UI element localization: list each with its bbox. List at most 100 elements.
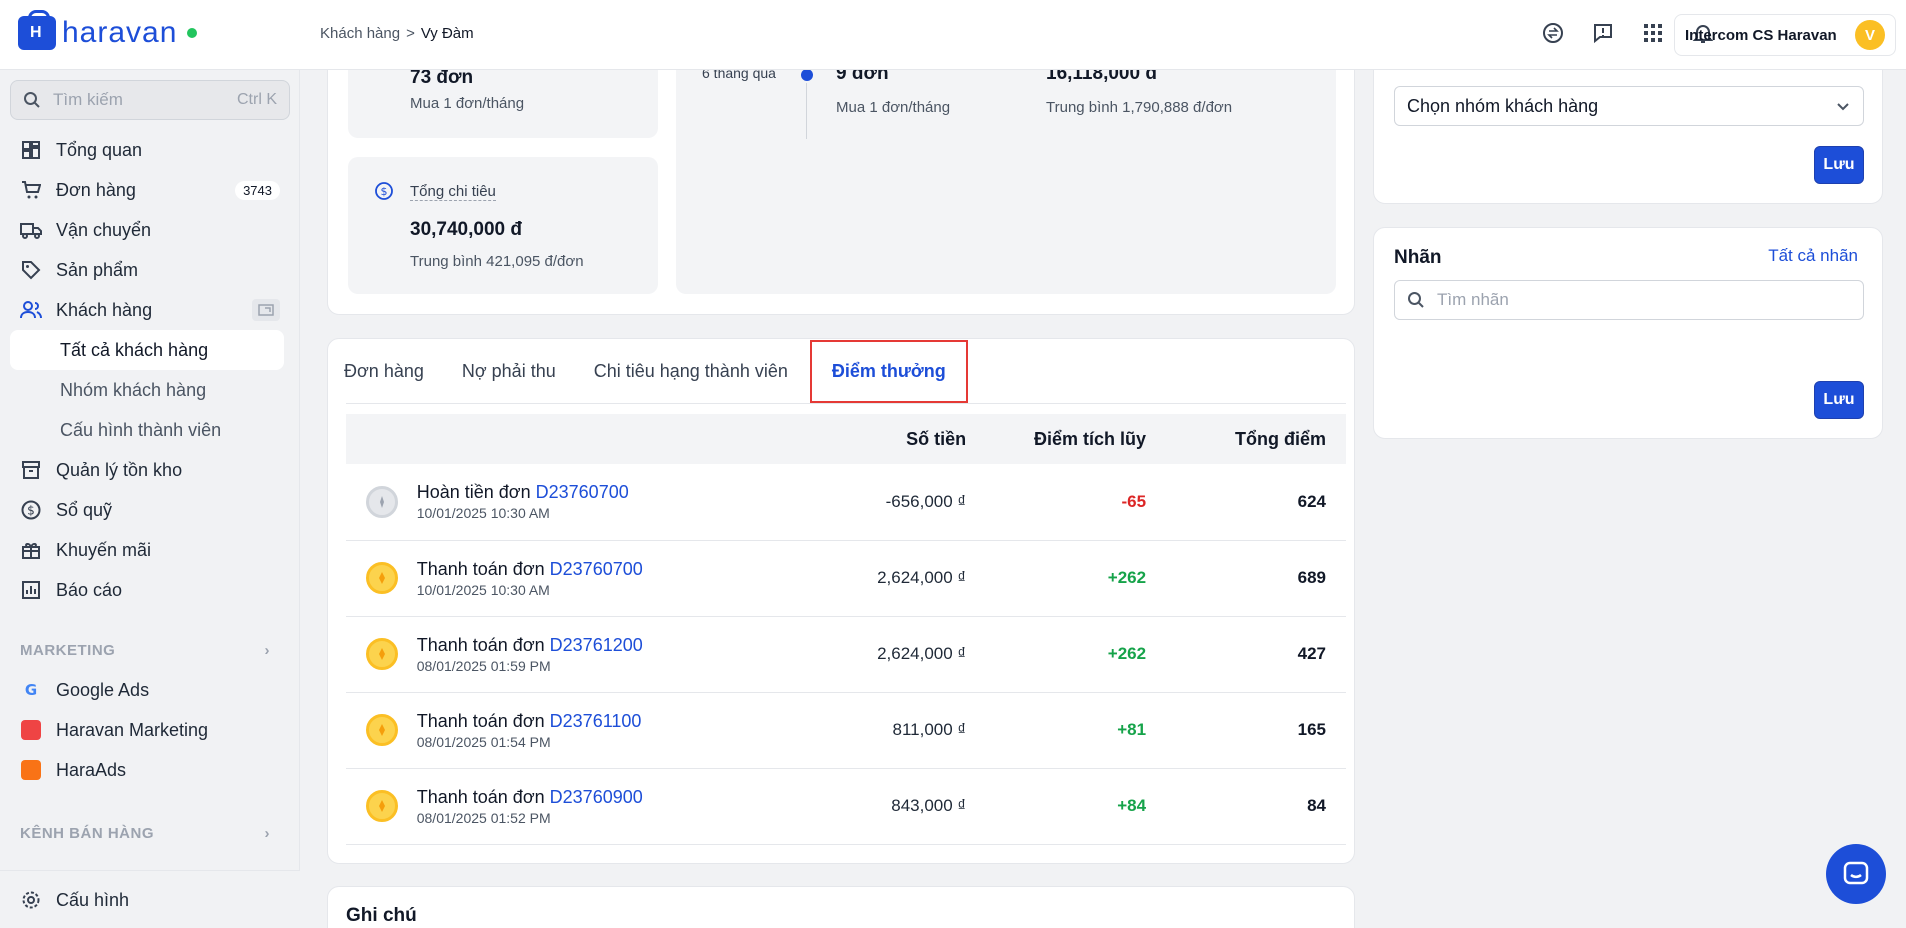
- row-amount: 843,000 ₫: [877, 768, 987, 845]
- period-stat-box: 6 tháng qua 9 đơn Mua 1 đơn/tháng 16,118…: [676, 41, 1336, 294]
- sidebar-item-settings[interactable]: Cấu hình: [20, 885, 280, 915]
- orders-total: 73 đơn: [410, 67, 474, 88]
- order-link[interactable]: D23760700: [535, 482, 629, 503]
- row-action: Thanh toán đơn: [416, 786, 545, 807]
- tab-membership-spend[interactable]: Chi tiêu hạng thành viên: [593, 360, 788, 381]
- sidebar-subitem-all-customers[interactable]: Tất cả khách hàng: [10, 330, 284, 370]
- users-icon: [20, 299, 42, 321]
- timeline-line: [806, 83, 807, 139]
- sales-channel-section-title[interactable]: KÊNH BÁN HÀNG ›: [20, 825, 270, 842]
- sidebar-item-promotions[interactable]: Khuyến mãi: [20, 535, 280, 565]
- sidebar-item-reports[interactable]: Báo cáo: [20, 575, 280, 605]
- sidebar-search[interactable]: Tìm kiếm Ctrl K: [10, 80, 290, 120]
- feedback-icon[interactable]: [1590, 20, 1616, 46]
- row-date: 10/01/2025 10:30 AM: [416, 505, 550, 522]
- sidebar-item-cashbook[interactable]: $ Sổ quỹ: [20, 495, 280, 525]
- customer-group-select-value: Chọn nhóm khách hàng: [1407, 95, 1599, 116]
- row-date: 10/01/2025 10:30 AM: [416, 581, 550, 598]
- order-link[interactable]: D23761100: [549, 710, 642, 731]
- tab-receivables[interactable]: Nợ phải thu: [461, 360, 556, 381]
- row-action: Thanh toán đơn: [416, 558, 545, 579]
- row-points: +84: [986, 768, 1167, 845]
- haravan-marketing-icon: [20, 719, 42, 741]
- save-group-button[interactable]: Lưu: [1814, 146, 1864, 184]
- apps-grid-icon[interactable]: [1640, 20, 1666, 46]
- notes-title: Ghi chú: [346, 905, 417, 926]
- sidebar-item-label: Khuyến mãi: [56, 539, 152, 560]
- bell-icon[interactable]: [1690, 20, 1716, 46]
- search-shortcut: Ctrl K: [237, 91, 277, 108]
- gold-coin-icon: [366, 790, 398, 822]
- sidebar-item-google-ads[interactable]: G Google Ads: [20, 675, 280, 705]
- table-row: Hoàn tiền đơn D23760700 10/01/2025 10:30 …: [346, 464, 1346, 541]
- top-bar: haravan Khách hàng > Vy Đàm Intercom CS …: [0, 0, 1906, 70]
- account-menu[interactable]: Intercom CS Haravan V: [1674, 14, 1896, 56]
- tag-icon: [20, 259, 42, 281]
- google-icon: G: [20, 679, 42, 701]
- spend-stat-box: $ Tổng chi tiêu 30,740,000 đ Trung bình …: [348, 157, 658, 294]
- sidebar-subitem-membership-config[interactable]: Cấu hình thành viên: [60, 420, 222, 440]
- gold-coin-icon: [366, 562, 398, 594]
- marketing-title-text: MARKETING: [20, 642, 116, 659]
- row-date: 08/01/2025 01:59 PM: [416, 657, 551, 674]
- table-row: Thanh toán đơn D23761200 08/01/2025 01:59…: [346, 616, 1346, 693]
- header-points: Điểm tích lũy: [986, 414, 1167, 464]
- sidebar-item-overview[interactable]: Tổng quan: [20, 135, 280, 165]
- svg-text:$: $: [27, 504, 35, 518]
- row-action: Thanh toán đơn: [416, 710, 545, 731]
- exchange-icon[interactable]: [1540, 20, 1566, 46]
- sidebar-item-products[interactable]: Sản phẩm: [20, 255, 280, 285]
- sidebar-item-label: HaraAds: [56, 759, 127, 780]
- row-points: +262: [986, 540, 1167, 617]
- gift-icon: [20, 539, 42, 561]
- truck-icon: [20, 219, 42, 241]
- order-link[interactable]: D23761200: [549, 634, 643, 655]
- sidebar-item-orders[interactable]: Đơn hàng 3743: [20, 175, 280, 205]
- all-tags-link[interactable]: Tất cả nhãn: [1768, 246, 1858, 265]
- save-tags-button[interactable]: Lưu: [1814, 381, 1864, 419]
- tabs-divider: [346, 403, 1346, 404]
- notes-card: Ghi chú: [327, 886, 1355, 928]
- header-total: Tổng điểm: [1166, 414, 1346, 464]
- marketing-section-title[interactable]: MARKETING ›: [20, 642, 270, 659]
- row-amount: 811,000 ₫: [877, 692, 987, 769]
- sidebar-item-haravan-marketing[interactable]: Haravan Marketing: [20, 715, 280, 745]
- sidebar-item-shipping[interactable]: Vận chuyển: [20, 215, 280, 245]
- sidebar-item-label: Haravan Marketing: [56, 719, 209, 740]
- sidebar-item-label: Tổng quan: [56, 139, 143, 160]
- sidebar-item-customers[interactable]: Khách hàng: [20, 295, 280, 325]
- header-amount: Số tiền: [877, 414, 987, 464]
- tab-reward-points[interactable]: Điểm thưởng: [809, 339, 968, 403]
- customer-stats-card: 73 đơn Mua 1 đơn/tháng $ Tổng chi tiêu 3…: [327, 40, 1355, 315]
- chart-icon: [20, 579, 42, 601]
- dashboard-icon: [20, 139, 42, 161]
- customer-activity-card: Đơn hàng Nợ phải thu Chi tiêu hạng thành…: [327, 338, 1355, 864]
- box-icon: [20, 459, 42, 481]
- reward-points-table: Số tiền Điểm tích lũy Tổng điểm Hoàn tiề…: [346, 414, 1346, 845]
- row-points: +81: [986, 692, 1167, 769]
- customer-group-select[interactable]: Chọn nhóm khách hàng: [1394, 86, 1864, 126]
- order-link[interactable]: D23760900: [549, 786, 643, 807]
- tab-orders[interactable]: Đơn hàng: [344, 360, 424, 381]
- breadcrumb-parent[interactable]: Khách hàng: [320, 25, 401, 42]
- order-link[interactable]: D23760700: [549, 558, 643, 579]
- sidebar-item-label: Cấu hình: [56, 889, 130, 910]
- sidebar-item-label: Quản lý tồn kho: [56, 459, 183, 480]
- tag-search-input[interactable]: Tìm nhãn: [1394, 280, 1864, 320]
- total-spend-label: Tổng chi tiêu: [410, 183, 496, 201]
- sidebar-item-inventory[interactable]: Quản lý tồn kho: [20, 455, 280, 485]
- breadcrumb-separator: >: [406, 25, 415, 42]
- breadcrumb-current: Vy Đàm: [420, 25, 474, 42]
- orders-count-badge: 3743: [235, 180, 280, 200]
- sidebar-subitem-customer-groups[interactable]: Nhóm khách hàng: [60, 380, 207, 400]
- header-description: [346, 414, 878, 464]
- tag-search-placeholder: Tìm nhãn: [1437, 290, 1509, 309]
- intercom-chat-button[interactable]: [1826, 844, 1886, 904]
- sidebar-item-haraads[interactable]: HaraAds: [20, 755, 280, 785]
- sidebar-footer: Cấu hình: [0, 870, 300, 928]
- period-average-spend: Trung bình 1,790,888 đ/đơn: [1046, 99, 1233, 116]
- gold-coin-icon: [366, 638, 398, 670]
- open-new-window-icon[interactable]: [252, 299, 280, 321]
- haravan-logo[interactable]: haravan: [18, 10, 198, 50]
- svg-text:G: G: [25, 681, 37, 699]
